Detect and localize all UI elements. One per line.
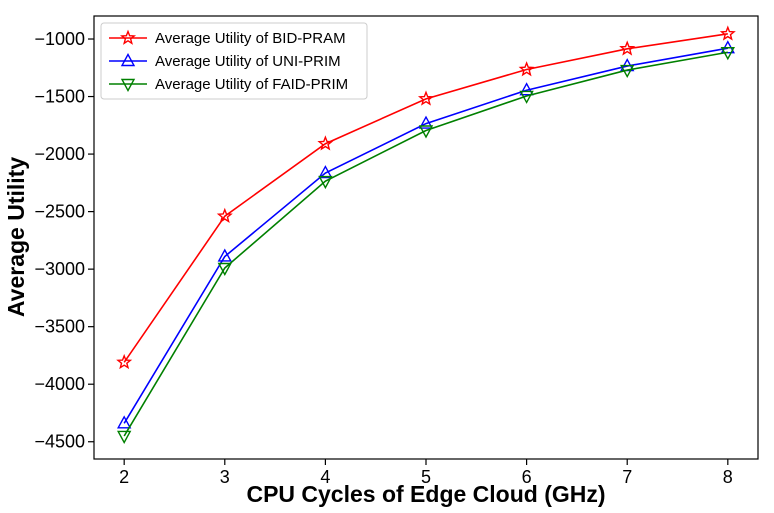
legend-label: Average Utility of FAID-PRIM bbox=[155, 76, 348, 93]
data-point-marker bbox=[217, 248, 232, 262]
data-point-marker bbox=[317, 135, 334, 151]
data-point-marker bbox=[519, 82, 534, 96]
y-axis-label: Average Utility bbox=[3, 157, 29, 317]
legend-entry-1: Average Utility of BID-PRAM bbox=[109, 29, 346, 47]
x-tick-label: 6 bbox=[522, 467, 532, 487]
legend-box bbox=[100, 22, 368, 100]
x-tick-label: 4 bbox=[320, 467, 330, 487]
series-1 bbox=[116, 25, 736, 370]
data-point-marker bbox=[720, 47, 735, 61]
series-line bbox=[123, 51, 728, 437]
data-point-marker bbox=[719, 25, 736, 41]
series-layer bbox=[116, 25, 736, 444]
legend-entry-2: Average Utility of UNI-PRIM bbox=[109, 53, 341, 70]
axis-ticks: 2 3 4 5 6 7 8 −1000 −1500 −2000 −2500 −3000 −3500 −40… bbox=[34, 29, 732, 487]
data-point-marker bbox=[418, 125, 434, 139]
data-point-marker bbox=[216, 207, 233, 224]
data-point-marker bbox=[518, 61, 535, 77]
y-tick-label: −4000 bbox=[34, 374, 85, 394]
legend-marker bbox=[120, 78, 136, 92]
x-tick-label: 8 bbox=[723, 467, 733, 487]
data-point-marker bbox=[217, 262, 232, 276]
data-point-marker bbox=[116, 353, 133, 370]
data-point-marker bbox=[117, 415, 132, 429]
data-point-marker bbox=[418, 115, 434, 129]
x-tick-label: 7 bbox=[622, 467, 632, 487]
x-axis-label: CPU Cycles of Edge Cloud (GHz) bbox=[246, 481, 605, 507]
y-tick-label: −1000 bbox=[34, 29, 85, 49]
data-point-marker bbox=[318, 165, 333, 179]
legend-label: Average Utility of BID-PRAM bbox=[155, 30, 346, 47]
data-point-marker bbox=[117, 430, 132, 444]
y-tick-label: −2500 bbox=[34, 202, 85, 222]
data-point-marker bbox=[519, 90, 534, 104]
x-tick-label: 2 bbox=[119, 467, 129, 487]
series-line bbox=[123, 33, 728, 363]
data-point-marker bbox=[619, 40, 636, 56]
y-tick-label: −4500 bbox=[34, 432, 85, 452]
series-3 bbox=[117, 47, 735, 444]
legend-label: Average Utility of UNI-PRIM bbox=[155, 53, 341, 70]
data-point-marker bbox=[318, 175, 333, 190]
legend: Average Utility of BID-PRAM Average Utili… bbox=[100, 22, 368, 100]
y-tick-label: −2000 bbox=[34, 144, 85, 164]
x-tick-label: 3 bbox=[220, 467, 230, 487]
legend-marker bbox=[119, 29, 137, 45]
y-tick-label: −3000 bbox=[34, 259, 85, 279]
data-point-marker bbox=[417, 90, 435, 106]
y-tick-label: −3500 bbox=[34, 317, 85, 337]
data-point-marker bbox=[620, 64, 635, 79]
legend-entry-3: Average Utility of FAID-PRIM bbox=[109, 76, 348, 93]
y-tick-label: −1500 bbox=[34, 87, 85, 107]
legend-marker bbox=[120, 53, 136, 67]
x-tick-label: 5 bbox=[421, 467, 431, 487]
